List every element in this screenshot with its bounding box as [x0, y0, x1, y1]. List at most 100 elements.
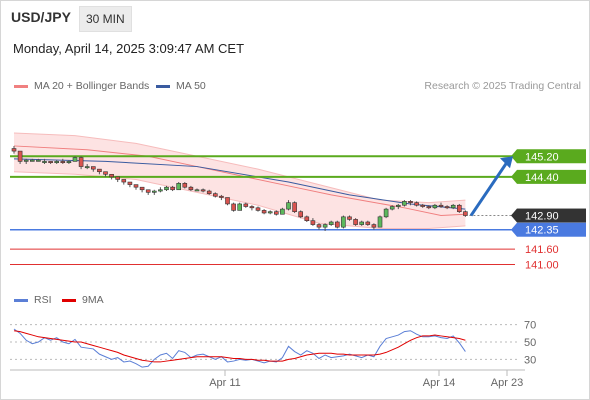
ma20-swatch — [14, 84, 28, 88]
rsi-tick-label: 30 — [524, 354, 536, 366]
level-label-bg — [517, 222, 586, 237]
x-tick-label: Apr 11 — [209, 377, 241, 389]
candle-body — [444, 206, 450, 209]
level-label-bg — [517, 169, 586, 184]
level-label-text: 144.40 — [525, 172, 559, 184]
candle-body — [42, 161, 47, 163]
rsi-9ma-line — [13, 330, 466, 363]
candle — [322, 223, 328, 232]
candle — [225, 197, 230, 206]
rsi-tick-label: 70 — [524, 320, 536, 332]
ma9-swatch — [62, 298, 76, 302]
legend-9ma-label: 9MA — [82, 294, 104, 306]
candle-body — [109, 173, 114, 178]
legend-rsi-label: RSI — [34, 294, 52, 306]
candle — [206, 189, 212, 195]
level-label-pointer — [511, 149, 517, 164]
candle-body — [11, 148, 17, 152]
candle-body — [188, 186, 194, 191]
level-label-142.90: 142.90 — [511, 208, 586, 223]
candle — [97, 168, 102, 175]
candle — [17, 150, 23, 164]
candle-body — [286, 202, 291, 210]
legend-ma50-label: MA 50 — [176, 80, 206, 92]
candle-body — [341, 216, 346, 228]
candle — [103, 171, 108, 177]
candle — [432, 203, 438, 210]
candle-body — [273, 211, 279, 215]
candle-body — [78, 157, 84, 167]
candle — [164, 185, 169, 192]
candle-body — [365, 221, 371, 225]
level-label-pointer — [511, 222, 517, 237]
rsi-swatch — [14, 298, 28, 302]
candle — [304, 215, 310, 222]
candle-body — [438, 204, 444, 207]
candle — [139, 186, 145, 193]
candle-body — [72, 157, 78, 162]
candle-body — [395, 204, 401, 207]
candle-body — [158, 189, 163, 192]
candle-body — [66, 161, 72, 163]
candle-body — [243, 203, 249, 207]
candle-body — [249, 206, 255, 209]
candle — [389, 205, 395, 211]
candle-body — [408, 201, 413, 203]
candle — [408, 200, 413, 206]
candle — [237, 202, 242, 211]
projection-arrow-shaft — [469, 161, 509, 217]
candle — [280, 207, 285, 215]
candle-body — [164, 186, 169, 191]
level-label-145.20: 145.20 — [511, 149, 586, 164]
legend-rsi: RSI — [14, 294, 52, 306]
candle — [54, 160, 60, 164]
bollinger-band-fill — [14, 133, 466, 229]
candle-body — [139, 186, 145, 191]
candle-body — [426, 206, 432, 209]
level-label-142.35: 142.35 — [511, 222, 586, 237]
candle — [328, 220, 334, 226]
candle-body — [91, 166, 96, 170]
candle-body — [194, 189, 200, 192]
candle — [133, 184, 139, 190]
candle — [109, 173, 114, 180]
candle — [127, 181, 133, 188]
candle — [255, 206, 261, 212]
candle-body — [206, 190, 212, 194]
level-label-text: 142.35 — [525, 225, 559, 237]
level-label-text: 141.00 — [525, 260, 559, 272]
candle — [121, 179, 127, 185]
candle-body — [36, 159, 41, 162]
candle-body — [463, 211, 468, 216]
candle-body — [145, 189, 151, 193]
candle-body — [456, 204, 462, 212]
rsi-line — [13, 328, 466, 368]
candle — [286, 200, 291, 211]
candle-body — [48, 161, 53, 163]
candle-body — [353, 219, 358, 225]
candle — [194, 188, 200, 192]
candle-body — [414, 202, 419, 206]
candle — [176, 182, 181, 191]
candle — [347, 215, 352, 221]
candle-body — [371, 224, 377, 228]
candle-body — [54, 161, 60, 163]
candle — [11, 145, 17, 154]
candle-body — [389, 206, 395, 210]
candle-body — [261, 210, 267, 214]
candle — [188, 185, 194, 192]
x-tick-label: Apr 23 — [491, 377, 523, 389]
candle — [273, 210, 279, 216]
candle-body — [225, 197, 230, 205]
candle — [298, 210, 304, 219]
candle — [66, 160, 72, 164]
legend-ma50: MA 50 — [156, 80, 206, 92]
candle — [353, 218, 358, 226]
candle-body — [292, 202, 297, 212]
candle-body — [133, 184, 139, 188]
timeframe-badge[interactable]: 30 MIN — [79, 6, 132, 32]
candle-body — [103, 171, 108, 175]
level-label-bg — [517, 208, 586, 223]
candle-body — [200, 189, 206, 192]
